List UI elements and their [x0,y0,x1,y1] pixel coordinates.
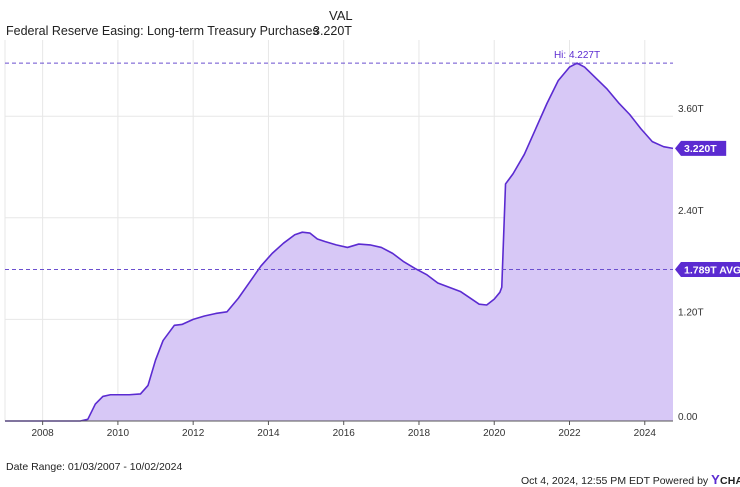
series-name: Federal Reserve Easing: Long-term Treasu… [6,24,319,38]
y-tick-label: 3.60T [678,104,704,115]
timestamp: Oct 4, 2024, 12:55 PM EDT Powered by [521,475,709,487]
last-value-marker-tag [675,140,727,156]
last-value-marker-text: 3.220T [684,143,717,155]
average-value-marker-text: 1.789T AVG [684,264,740,276]
value-markers: 3.220T 1.789T AVG [675,140,740,278]
value-column-label: VAL [329,8,353,23]
date-range: Date Range: 01/03/2007 - 10/02/2024 [6,461,183,473]
y-tick-label: 1.20T [678,307,704,318]
footer-attribution: Oct 4, 2024, 12:55 PM EDT Powered by YCH… [521,472,740,487]
series-line [5,62,674,422]
ycharts-logo[interactable]: YCHARTS [711,472,740,487]
series-layer [5,62,674,422]
x-tick-label: 2022 [558,428,581,439]
x-tick-label: 2012 [182,428,205,439]
x-tick-label: 2018 [408,428,431,439]
average-value-marker-tag [675,262,740,278]
x-tick-label: 2014 [257,428,280,439]
x-tick-label: 2010 [107,428,130,439]
x-tick-label: 2008 [32,428,55,439]
y-tick-label: 2.40T [678,206,704,217]
reference-lines: Hi: 4.227T [5,50,673,271]
high-label: Hi: 4.227T [554,50,600,61]
ycharts-logo-y: Y [711,472,720,487]
axes: 2008 2010 2012 2014 2016 2018 2020 2022 2024 0.00… [5,104,704,439]
ycharts-logo-text: CHARTS [719,475,740,487]
x-tick-label: 2020 [483,428,506,439]
y-tick-label: 0.00 [678,412,698,423]
series-area [5,63,673,422]
x-tick-label: 2024 [634,428,657,439]
chart-header: VAL Federal Reserve Easing: Long-term Tr… [6,6,366,38]
series-current-value: 3.220T [313,24,352,38]
x-tick-label: 2016 [333,428,356,439]
